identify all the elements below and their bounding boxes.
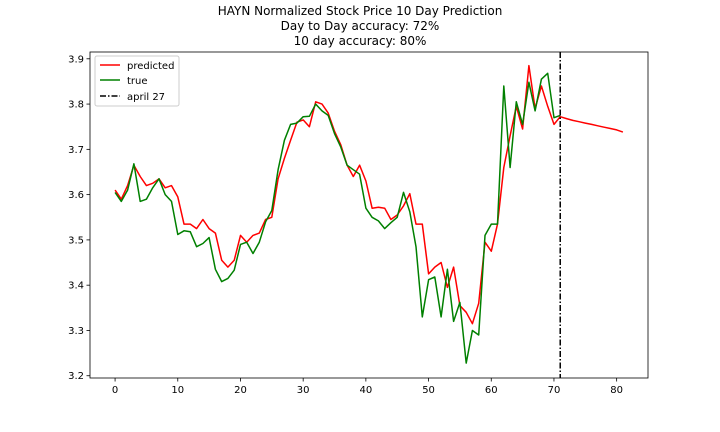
x-tick-label: 0 bbox=[112, 385, 118, 396]
y-tick-label: 3.2 bbox=[68, 371, 84, 382]
axes-frame bbox=[89, 51, 649, 379]
legend-box bbox=[94, 55, 180, 107]
y-tick-label: 3.3 bbox=[68, 326, 84, 337]
y-tick-label: 3.7 bbox=[68, 145, 84, 156]
x-tick-label: 40 bbox=[359, 385, 372, 396]
chart-title-line-3: 10 day accuracy: 80% bbox=[293, 34, 427, 48]
x-tick-label: 10 bbox=[171, 385, 184, 396]
plot-area bbox=[114, 52, 624, 378]
y-tick-label: 3.6 bbox=[68, 190, 84, 201]
y-tick-label: 3.5 bbox=[68, 235, 84, 246]
legend: predicted true april 27 bbox=[94, 55, 180, 107]
legend-label-april-27: april 27 bbox=[127, 92, 165, 103]
chart-title-line-2: Day to Day accuracy: 72% bbox=[280, 19, 440, 33]
series-line-predicted bbox=[114, 64, 624, 325]
axes: 0 10 20 30 40 50 60 70 80 3.2 3.3 3.4 3.5 3.6 3.7 3.8 3.… bbox=[68, 51, 649, 396]
legend-label-predicted: predicted bbox=[127, 61, 174, 72]
x-tick-label: 70 bbox=[548, 385, 561, 396]
x-tick-label: 80 bbox=[610, 385, 623, 396]
x-tick-label: 30 bbox=[297, 385, 310, 396]
series-line-true bbox=[114, 72, 561, 364]
chart-title-line-1: HAYN Normalized Stock Price 10 Day Predi… bbox=[217, 4, 503, 18]
y-tick-label: 3.4 bbox=[68, 281, 84, 292]
x-tick-label: 50 bbox=[422, 385, 435, 396]
y-tick-label: 3.8 bbox=[68, 100, 84, 111]
x-tick-label: 20 bbox=[234, 385, 247, 396]
x-tick-label: 60 bbox=[485, 385, 498, 396]
legend-label-true: true bbox=[127, 76, 148, 87]
y-tick-label: 3.9 bbox=[68, 54, 84, 65]
